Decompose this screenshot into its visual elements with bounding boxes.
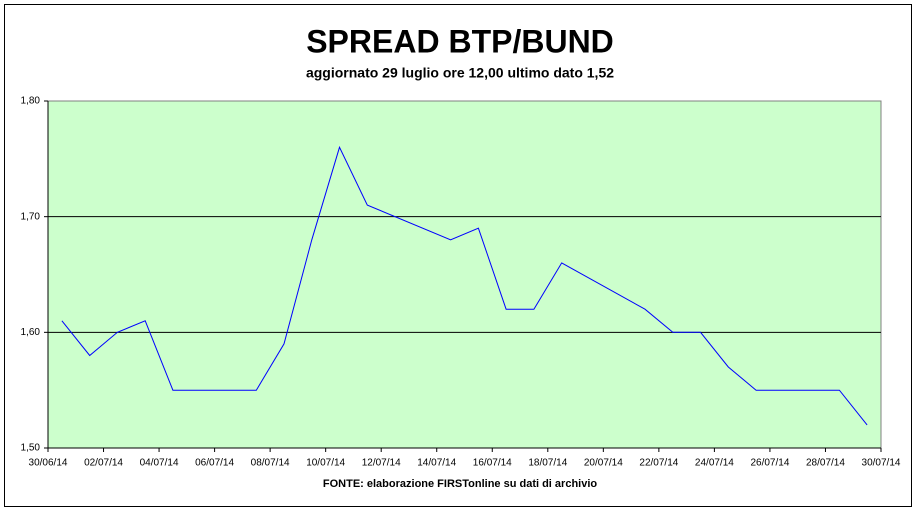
x-tick-label: 30/06/14 [29,458,68,469]
x-tick-label: 04/07/14 [140,458,179,469]
chart-subtitle: aggiornato 29 luglio ore 12,00 ultimo da… [306,65,614,81]
x-tick-label: 16/07/14 [473,458,512,469]
x-tick-label: 24/07/14 [695,458,734,469]
x-tick-label: 28/07/14 [806,458,845,469]
x-tick-label: 10/07/14 [306,458,345,469]
y-tick-label: 1,50 [21,443,41,454]
x-tick-label: 08/07/14 [251,458,290,469]
x-tick-label: 14/07/14 [417,458,456,469]
x-tick-label: 26/07/14 [750,458,789,469]
x-tick-label: 30/07/14 [862,458,901,469]
chart-title: SPREAD BTP/BUND [306,23,614,59]
x-tick-label: 22/07/14 [639,458,678,469]
y-tick-label: 1,60 [21,327,41,338]
y-tick-label: 1,80 [21,96,41,107]
x-tick-label: 12/07/14 [362,458,401,469]
x-tick-label: 20/07/14 [584,458,623,469]
x-tick-label: 18/07/14 [528,458,567,469]
data-line [61,145,868,426]
x-tick-label: 02/07/14 [84,458,123,469]
x-tick-label: 06/07/14 [195,458,234,469]
source-note: FONTE: elaborazione FIRSTonline su dati … [323,478,597,490]
y-tick-label: 1,70 [21,211,41,222]
plot-area [47,100,882,449]
